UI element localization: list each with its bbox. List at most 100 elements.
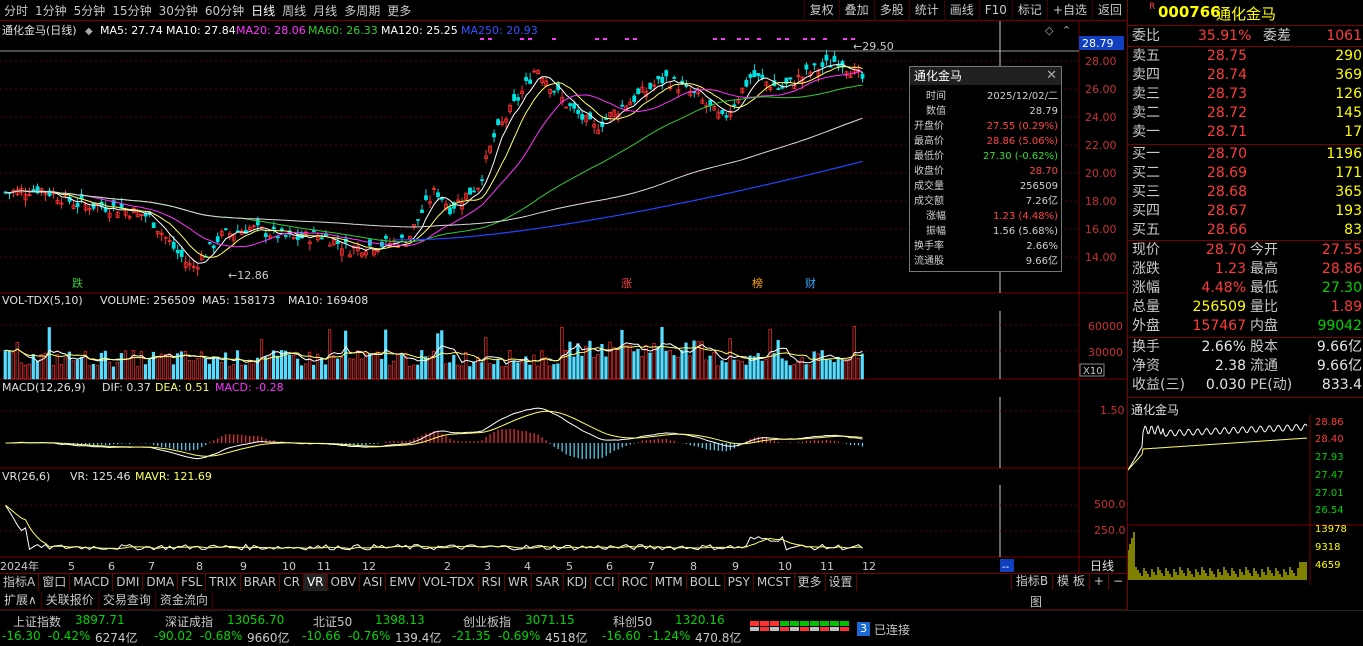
volume-bar [828,359,832,380]
buy-level-3[interactable]: 买三 28.68 365 [1132,183,1362,202]
indicator-tab-16[interactable]: SAR [532,574,564,591]
toolbar-button-1[interactable]: 叠加 [838,0,874,21]
buy-level-4[interactable]: 买四 28.67 193 [1132,202,1362,221]
ext-right-label[interactable]: 图 [1030,595,1043,609]
indicator-right-tab-0[interactable]: 指标B [1010,573,1052,590]
ext-tab-1[interactable]: 关联报价 [42,592,99,609]
indicator-tab-23[interactable]: MCST [754,574,795,591]
diamond-icon[interactable]: ◇ [1045,24,1054,37]
indicator-tab-15[interactable]: WR [505,574,533,591]
volume-bar [324,364,328,380]
indicator-tab-18[interactable]: CCI [591,574,619,591]
indicator-tab-10[interactable]: OBV [328,574,361,591]
indicator-tab-9[interactable]: VR [303,574,328,591]
indicator-tab-19[interactable]: ROC [619,574,652,591]
period-tab-3[interactable]: 15分钟 [112,3,152,18]
candle-body [612,109,617,117]
indicator-tab-6[interactable]: TRIX [206,574,241,591]
candle-body [135,211,140,218]
period-tab-10[interactable]: 更多 [387,3,412,18]
indicator-tab-12[interactable]: EMV [386,574,420,591]
sell-level-3[interactable]: 卖三 28.73 126 [1132,85,1362,104]
volume-bar [804,364,808,380]
expand-icon[interactable]: ⌃ [1062,24,1071,37]
candle-body [764,81,769,86]
toolbar-button-4[interactable]: 画线 [943,0,979,21]
period-tab-2[interactable]: 5分钟 [73,3,106,18]
buy-level-5[interactable]: 买五 28.66 83 [1132,221,1362,240]
volume-bar [744,364,748,380]
candle-body [844,71,849,76]
quote-value: 1.89 [1330,299,1362,315]
event-mark[interactable]: 榜 [752,276,763,290]
period-tab-7[interactable]: 周线 [282,3,307,18]
candle-body [704,104,709,107]
candle-body [536,70,541,75]
indicator-tab-24[interactable]: 更多 [795,574,826,591]
index-pct: -0.68% [200,629,243,643]
indicator-tab-7[interactable]: BRAR [241,574,281,591]
ext-tab-0[interactable]: 扩展∧ [0,592,42,609]
period-tab-8[interactable]: 月线 [313,3,338,18]
volume-bar [7,350,11,380]
volume-bar [836,356,840,380]
event-mark[interactable]: 涨 [621,277,632,290]
toolbar-button-8[interactable]: 返回 [1091,0,1127,21]
index-name[interactable]: 北证50 [313,615,353,629]
kline-chart-area[interactable]: 28.00 26.00 24.00 22.00 20.00 18.00 16.00 14.00… [0,21,1127,573]
index-name[interactable]: 科创50 [613,615,653,629]
indicator-tab-17[interactable]: KDJ [564,574,592,591]
ext-tab-3[interactable]: 资金流向 [156,592,213,609]
close-icon[interactable]: ✕ [1046,68,1057,83]
candle-body [584,115,589,123]
tooltip-value: 256509 [1019,181,1058,192]
indicator-right-tab-3[interactable]: − [1107,573,1127,590]
event-mark[interactable]: 财 [805,276,816,290]
settings-icon[interactable]: ◆ [85,26,93,37]
buy-level-1[interactable]: 买一 28.70 1196 [1132,145,1362,164]
toolbar-button-5[interactable]: F10 [978,0,1012,21]
sell-level-5[interactable]: 卖五 28.75 290 [1132,47,1362,66]
toolbar-button-3[interactable]: 统计 [908,0,944,21]
price-axis-label: 18.00 [1085,195,1117,208]
index-name[interactable]: 上证指数 [13,615,62,629]
index-name[interactable]: 深证成指 [165,615,214,629]
period-tab-5[interactable]: 60分钟 [204,3,245,18]
indicator-tab-1[interactable]: 窗口 [39,574,71,591]
toolbar-button-0[interactable]: 复权 [803,0,839,21]
indicator-tab-8[interactable]: CR [280,574,304,591]
toolbar-button-6[interactable]: 标记 [1011,0,1047,21]
index-name[interactable]: 创业板指 [463,615,512,629]
sell-level-1[interactable]: 卖一 28.71 17 [1132,123,1362,142]
indicator-tab-0[interactable]: 指标A [0,574,40,591]
connection-status[interactable]: 已连接 [874,623,911,637]
indicator-tab-25[interactable]: 设置 [826,574,857,591]
indicator-tab-21[interactable]: BOLL [687,574,725,591]
indicator-tab-2[interactable]: MACD [70,574,114,591]
volume-bar [336,358,340,380]
sell-level-4[interactable]: 卖四 28.74 369 [1132,66,1362,85]
period-tab-4[interactable]: 30分钟 [158,3,198,18]
indicator-right-tab-2[interactable]: + [1088,573,1108,590]
indicator-tab-3[interactable]: DMI [113,574,144,591]
toolbar-button-2[interactable]: 多股 [873,0,909,21]
period-tab-9[interactable]: 多周期 [344,3,381,18]
mini-intraday-chart[interactable]: 28.86 28.40 27.93 27.47 27.01 26.54 13978 9318 4… [1128,415,1363,600]
indicator-tab-5[interactable]: FSL [178,574,207,591]
indicator-tab-14[interactable]: RSI [479,574,506,591]
sell-level-2[interactable]: 卖二 28.72 145 [1132,104,1362,123]
buy-level-2[interactable]: 买二 28.69 171 [1132,164,1362,183]
period-tab-0[interactable]: 分时 [4,3,29,18]
period-label: 日线 [1090,559,1114,573]
event-mark[interactable]: 跌 [72,276,83,290]
period-tab-6[interactable]: 日线 [251,3,276,18]
indicator-tab-13[interactable]: VOL-TDX [420,574,479,591]
indicator-tab-22[interactable]: PSY [725,574,754,591]
indicator-tab-4[interactable]: DMA [143,574,179,591]
ext-tab-2[interactable]: 交易查询 [99,592,156,609]
indicator-tab-11[interactable]: ASI [360,574,387,591]
indicator-right-tab-1[interactable]: 模 板 [1052,573,1089,590]
indicator-tab-20[interactable]: MTM [652,574,687,591]
period-tab-1[interactable]: 1分钟 [35,3,67,18]
toolbar-button-7[interactable]: +自选 [1046,0,1092,21]
